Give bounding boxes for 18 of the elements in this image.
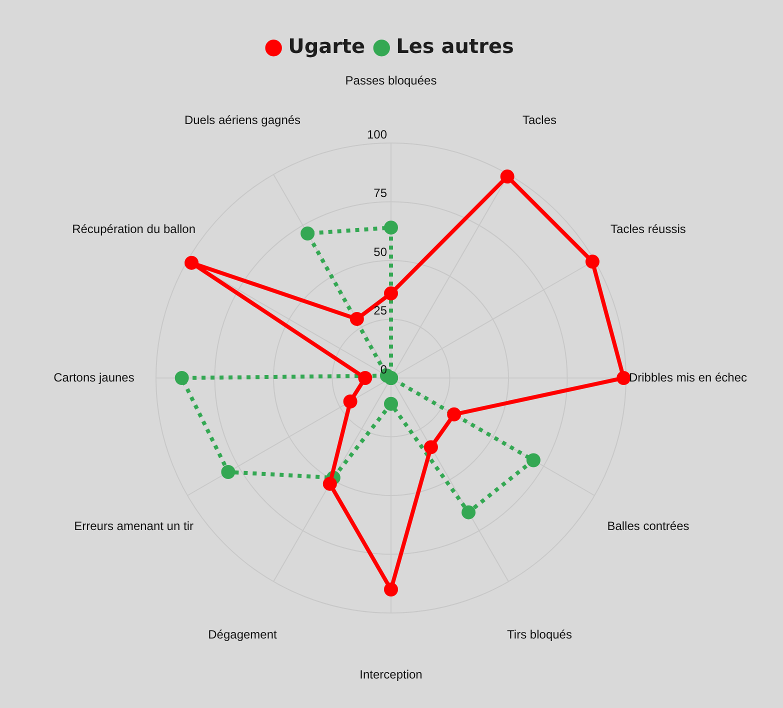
spoke-label: Duels aériens gagnés bbox=[184, 113, 301, 128]
spoke-label: Balles contrées bbox=[607, 518, 690, 533]
spoke-label: Passes bloquées bbox=[345, 73, 437, 88]
y-tick-label: 50 bbox=[374, 244, 388, 259]
y-tick-label: 100 bbox=[366, 127, 388, 142]
spoke-label: Erreurs amenant un tir bbox=[74, 518, 194, 533]
spoke-label: Tacles bbox=[522, 113, 557, 128]
spoke-label: Tirs bloqués bbox=[507, 628, 572, 642]
spoke-label: Dégagement bbox=[208, 628, 278, 642]
spoke-label: Interception bbox=[360, 667, 422, 682]
spoke-label: Récupération du ballon bbox=[72, 222, 196, 236]
y-tick-label: 75 bbox=[374, 186, 388, 200]
spoke-label: Dribbles mis en échec bbox=[628, 370, 748, 384]
spoke-label: Cartons jaunes bbox=[54, 370, 134, 384]
legend-label: Les autres bbox=[396, 34, 514, 58]
legend-label: Ugarte bbox=[288, 34, 366, 58]
spoke-label: Tacles réussis bbox=[610, 222, 686, 236]
y-tick-label: 25 bbox=[374, 304, 388, 318]
